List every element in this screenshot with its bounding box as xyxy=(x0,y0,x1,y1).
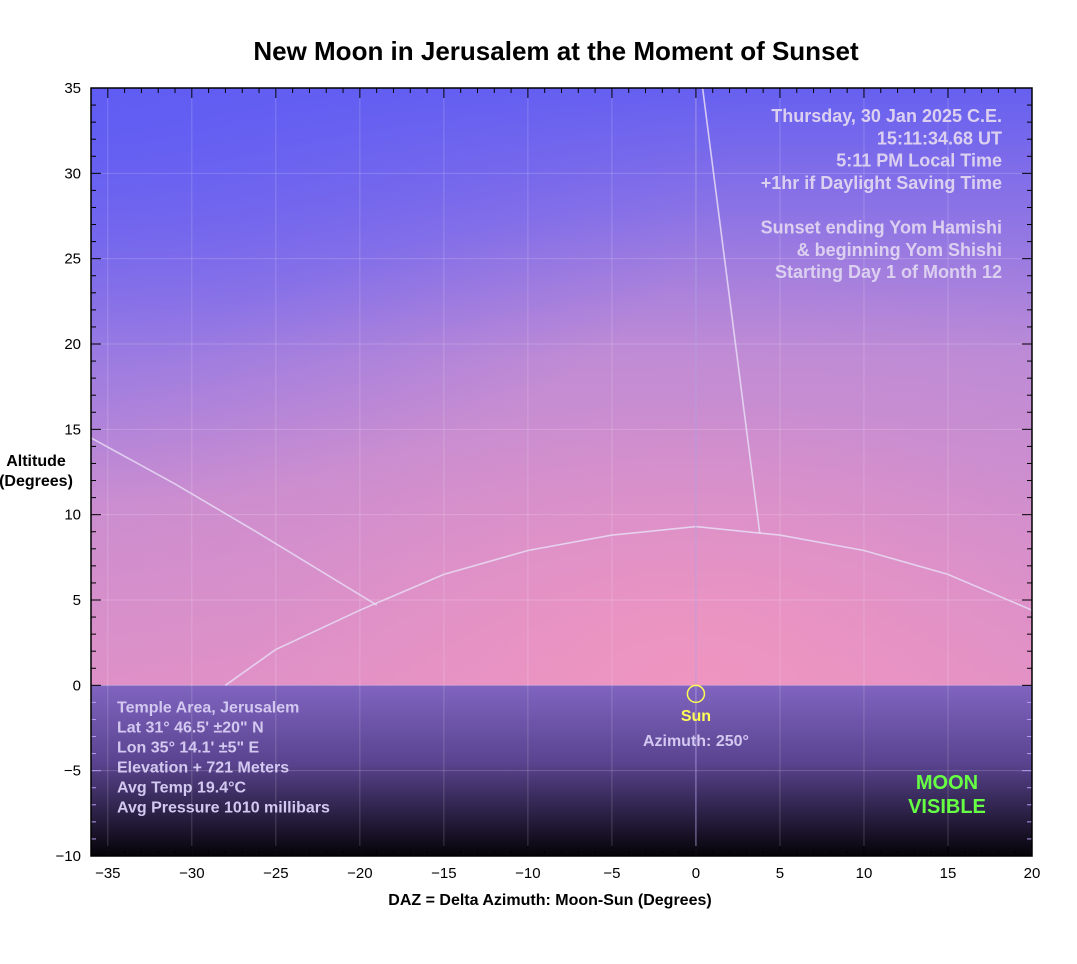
y-tick-label: 35 xyxy=(64,80,81,97)
y-axis-label-line1: Altitude xyxy=(6,453,66,470)
location-line: Elevation + 721 Meters xyxy=(117,759,289,776)
x-tick-label: 20 xyxy=(1024,865,1041,882)
info-line: Thursday, 30 Jan 2025 C.E. xyxy=(771,106,1002,126)
ground-background xyxy=(91,685,1032,856)
info-line: +1hr if Daylight Saving Time xyxy=(761,173,1002,193)
x-axis: −35 −30 −25 −20 −15 −10 −5 0 5 10 15 20 xyxy=(95,865,1040,882)
location-line: Lon 35° 14.1' ±5" E xyxy=(117,739,260,756)
plot-area xyxy=(90,87,1033,857)
visibility-status-line2: VISIBLE xyxy=(908,796,986,818)
x-tick-label: −25 xyxy=(263,865,288,882)
sun-circle xyxy=(686,684,706,704)
y-tick-label: 20 xyxy=(64,336,81,353)
sun-marker xyxy=(686,684,706,704)
y-axis: −10 −5 0 5 10 15 20 25 30 35 xyxy=(56,80,81,865)
y-tick-label: −5 xyxy=(64,763,81,780)
info-line: 5:11 PM Local Time xyxy=(836,151,1002,171)
location-line: Avg Temp 19.4°C xyxy=(117,779,247,796)
location-line: Lat 31° 46.5' ±20" N xyxy=(117,719,264,736)
y-axis-label-line2: (Degrees) xyxy=(0,473,73,490)
y-tick-label: −10 xyxy=(56,848,81,865)
y-tick-label: 10 xyxy=(64,507,81,524)
x-tick-label: −35 xyxy=(95,865,120,882)
sun-label: Sun xyxy=(681,708,711,725)
x-tick-label: −5 xyxy=(603,865,620,882)
x-tick-label: −10 xyxy=(515,865,540,882)
y-tick-label: 30 xyxy=(64,165,81,182)
x-tick-label: −15 xyxy=(431,865,456,882)
location-line: Avg Pressure 1010 millibars xyxy=(117,799,330,816)
x-tick-label: −30 xyxy=(179,865,204,882)
x-tick-label: 15 xyxy=(940,865,957,882)
y-tick-label: 0 xyxy=(73,677,81,694)
x-tick-label: 0 xyxy=(692,865,700,882)
info-line: & beginning Yom Shishi xyxy=(797,240,1002,260)
y-tick-label: 15 xyxy=(64,421,81,438)
date-time-info: Thursday, 30 Jan 2025 C.E.15:11:34.68 UT… xyxy=(761,106,1002,282)
y-tick-label: 25 xyxy=(64,251,81,268)
ecliptic-arc xyxy=(224,525,1032,686)
azimuth-label: Azimuth: 250° xyxy=(643,733,749,750)
y-tick-label: 5 xyxy=(73,592,81,609)
info-line: Starting Day 1 of Month 12 xyxy=(775,262,1002,282)
info-line: Sunset ending Yom Hamishi xyxy=(761,218,1002,238)
location-info: Temple Area, Jerusalem Lat 31° 46.5' ±20"… xyxy=(117,699,330,816)
sunset-glow xyxy=(91,88,1032,686)
plot-frame xyxy=(90,87,1033,857)
traces xyxy=(91,88,1032,856)
info-line: 15:11:34.68 UT xyxy=(877,128,1002,148)
x-axis-label: DAZ = Delta Azimuth: Moon-Sun (Degrees) xyxy=(388,892,711,909)
x-tick-label: 5 xyxy=(776,865,784,882)
upper-trace xyxy=(701,88,761,534)
x-tick-label: −20 xyxy=(347,865,372,882)
chart-title: New Moon in Jerusalem at the Moment of S… xyxy=(253,36,859,66)
visibility-status-line1: MOON xyxy=(916,772,978,794)
x-tick-label: 10 xyxy=(856,865,873,882)
left-trace xyxy=(91,437,378,606)
location-line: Temple Area, Jerusalem xyxy=(117,699,299,716)
